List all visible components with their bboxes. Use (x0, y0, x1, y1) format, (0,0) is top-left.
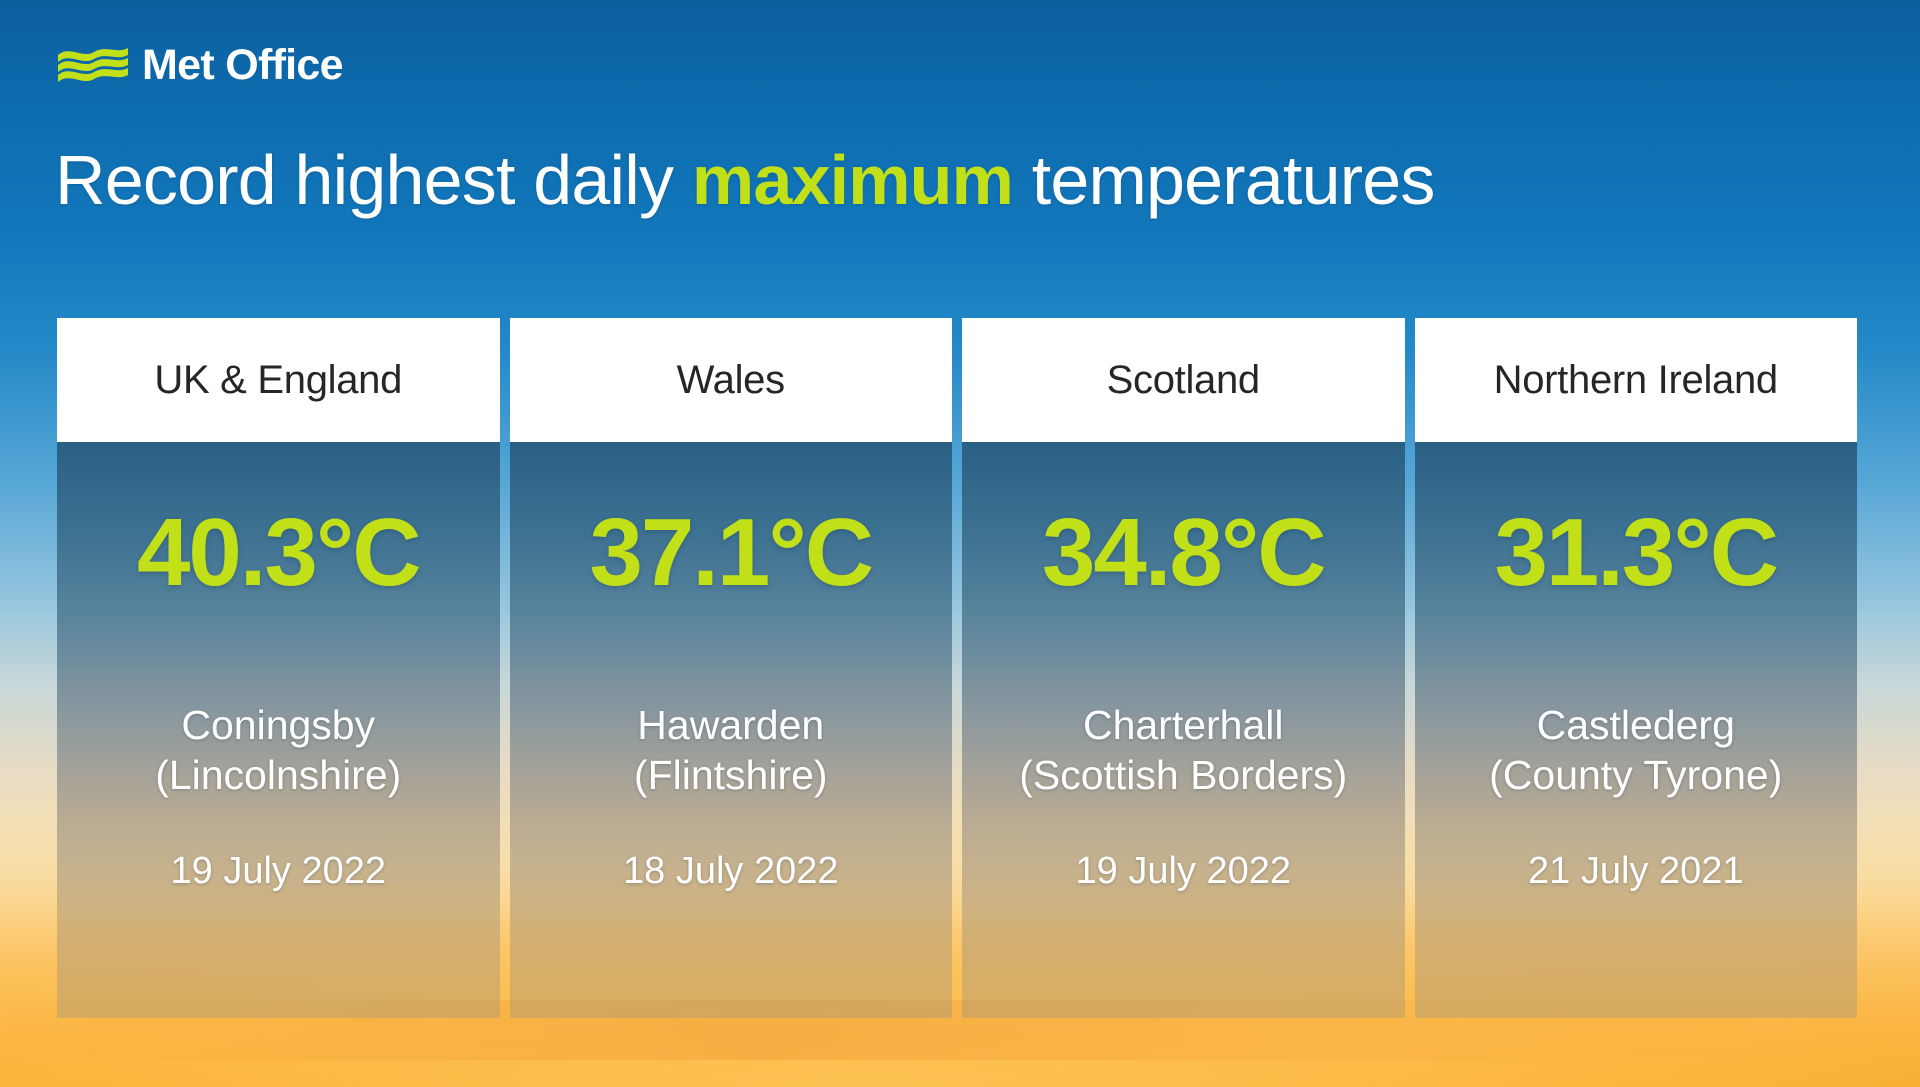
record-card-uk-england: UK & England 40.3°C Coningsby (Lincolnsh… (57, 318, 500, 1018)
county-name: (Lincolnshire) (155, 752, 402, 799)
record-card-scotland: Scotland 34.8°C Charterhall (Scottish Bo… (962, 318, 1405, 1018)
record-card-northern-ireland: Northern Ireland 31.3°C Castlederg (Coun… (1414, 318, 1857, 1018)
card-header: Scotland (962, 318, 1405, 442)
card-body: 34.8°C Charterhall (Scottish Borders) 19… (962, 442, 1405, 1018)
region-label: Northern Ireland (1493, 358, 1779, 402)
record-card-wales: Wales 37.1°C Hawarden (Flintshire) 18 Ju… (509, 318, 952, 1018)
record-date: 19 July 2022 (170, 850, 387, 893)
station-name: Hawarden (637, 702, 825, 748)
station-name: Castlederg (1536, 702, 1735, 748)
record-date: 19 July 2022 (1075, 850, 1292, 893)
region-label: Scotland (1106, 358, 1261, 402)
page-title: Record highest daily maximum temperature… (55, 140, 1435, 221)
card-body: 40.3°C Coningsby (Lincolnshire) 19 July … (57, 442, 500, 1018)
county-name: (County Tyrone) (1489, 752, 1783, 799)
card-header: Wales (509, 318, 952, 442)
temperature-value: 34.8°C (1041, 499, 1327, 606)
temperature-value: 37.1°C (589, 499, 874, 606)
region-label: Wales (676, 358, 785, 402)
record-date: 21 July 2021 (1528, 850, 1744, 893)
card-header: UK & England (57, 318, 500, 442)
card-body: 37.1°C Hawarden (Flintshire) 18 July 202… (509, 442, 952, 1018)
station-name: Charterhall (1082, 702, 1284, 748)
county-name: (Scottish Borders) (1019, 752, 1348, 799)
region-label: UK & England (154, 358, 403, 402)
brand-name: Met Office (142, 41, 344, 89)
record-date: 18 July 2022 (623, 850, 839, 893)
record-cards-row: UK & England 40.3°C Coningsby (Lincolnsh… (57, 318, 1857, 1018)
headline-highlight: maximum (691, 141, 1014, 219)
card-body: 31.3°C Castlederg (County Tyrone) 21 Jul… (1414, 442, 1857, 1018)
met-office-waves-icon (58, 47, 128, 82)
county-name: (Flintshire) (633, 752, 828, 799)
station-name: Coningsby (181, 702, 376, 748)
temperature-value: 31.3°C (1494, 499, 1779, 606)
headline-after: temperatures (1013, 141, 1436, 219)
temperature-value: 40.3°C (136, 499, 422, 606)
card-header: Northern Ireland (1414, 318, 1857, 442)
headline-before: Record highest daily (55, 141, 692, 219)
met-office-logo: Met Office (57, 41, 344, 89)
